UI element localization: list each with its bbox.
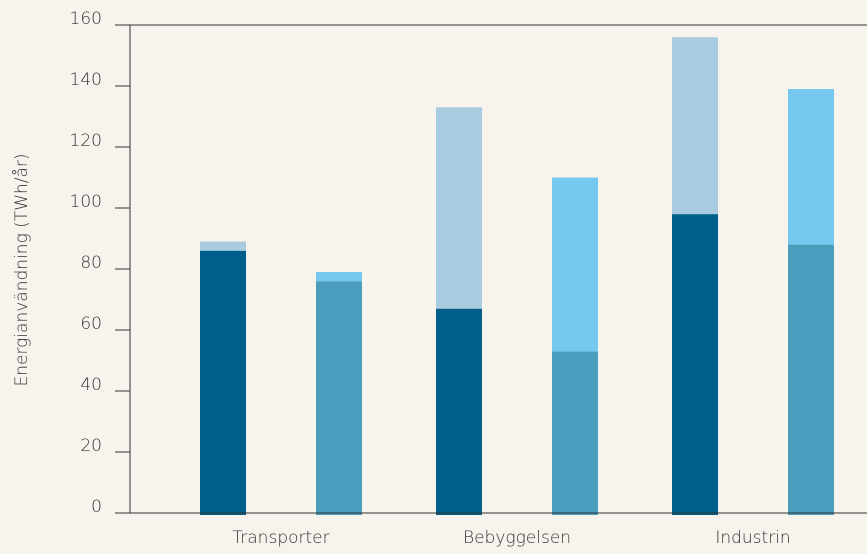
bar-segment xyxy=(200,250,246,515)
y-tick-label: 100 xyxy=(70,192,102,212)
x-tick-label: Bebyggelsen xyxy=(463,528,571,548)
y-tick-label: 60 xyxy=(80,314,102,334)
bar-segment xyxy=(436,308,482,515)
bar-segment xyxy=(788,89,834,245)
bar-segment xyxy=(672,37,718,215)
y-tick-label: 80 xyxy=(80,253,102,273)
bar-segment xyxy=(552,177,598,352)
y-axis-label: Energianvändning (TWh/år) xyxy=(11,153,32,386)
y-tick-label: 120 xyxy=(70,131,102,151)
bar-segment xyxy=(788,244,834,515)
y-tick-label: 20 xyxy=(80,436,102,456)
y-tick-label: 40 xyxy=(80,375,102,395)
bar-segment xyxy=(200,241,246,251)
bar-segment xyxy=(436,107,482,309)
bar-segment xyxy=(672,214,718,515)
bar-segment xyxy=(316,281,362,515)
x-tick-label: Industrin xyxy=(715,528,790,548)
y-tick-label: 0 xyxy=(91,497,102,517)
bar-segment xyxy=(316,272,362,282)
y-tick-label: 160 xyxy=(70,9,102,29)
bar-segment xyxy=(552,351,598,515)
x-tick-label: Transporter xyxy=(232,528,329,548)
y-tick-label: 140 xyxy=(70,70,102,90)
